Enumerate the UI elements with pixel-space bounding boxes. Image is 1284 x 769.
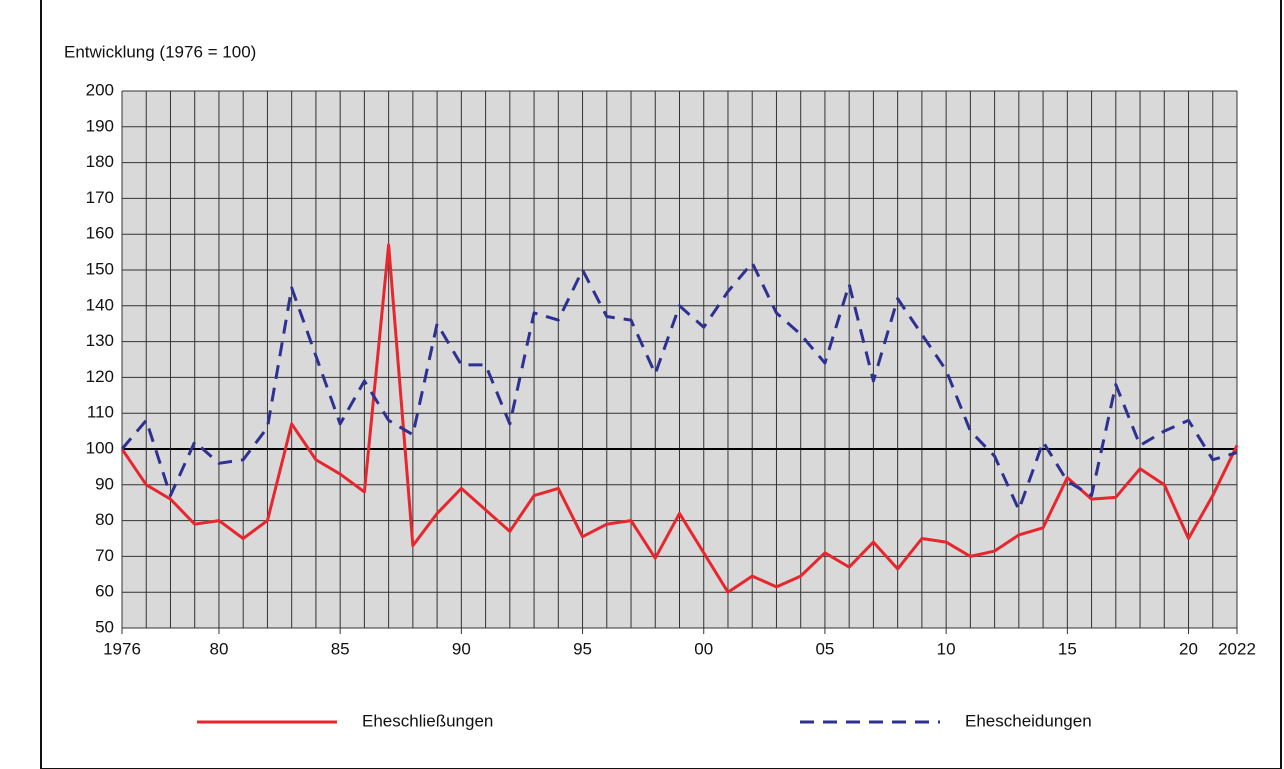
y-tick-label: 140 (86, 295, 114, 314)
x-tick-label: 95 (573, 639, 592, 658)
x-tick-label: 2022 (1218, 639, 1256, 658)
y-tick-label: 50 (95, 617, 114, 636)
y-tick-label: 180 (86, 152, 114, 171)
y-tick-label: 200 (86, 80, 114, 99)
x-tick-label: 05 (815, 639, 834, 658)
series-line (120, 243, 1239, 594)
y-axis-label: Entwicklung (1976 = 100) (64, 42, 256, 61)
y-tick-label: 100 (86, 438, 114, 457)
y-tick-label: 110 (87, 403, 114, 422)
legend-label: Eheschließungen (362, 711, 493, 730)
x-tick-label: 80 (209, 639, 228, 658)
y-tick-label: 70 (95, 546, 114, 565)
y-tick-label: 170 (86, 188, 114, 207)
x-tick-label: 85 (331, 639, 350, 658)
y-tick-label: 150 (86, 259, 114, 278)
y-tick-label: 120 (86, 367, 114, 386)
x-tick-label: 00 (694, 639, 713, 658)
y-tick-label: 130 (86, 331, 114, 350)
y-tick-label: 80 (95, 510, 114, 529)
y-tick-label: 60 (95, 582, 114, 601)
frame (40, 0, 1282, 769)
y-tick-label: 90 (95, 474, 114, 493)
series-line (120, 261, 1238, 512)
x-tick-label: 10 (937, 639, 956, 658)
legend-label: Ehescheidungen (965, 711, 1092, 730)
y-tick-label: 160 (86, 224, 114, 243)
x-tick-label: 20 (1179, 639, 1198, 658)
y-tick-label: 190 (86, 116, 114, 135)
x-tick-label: 15 (1058, 639, 1077, 658)
x-tick-label: 1976 (103, 639, 141, 658)
x-tick-label: 90 (452, 639, 471, 658)
